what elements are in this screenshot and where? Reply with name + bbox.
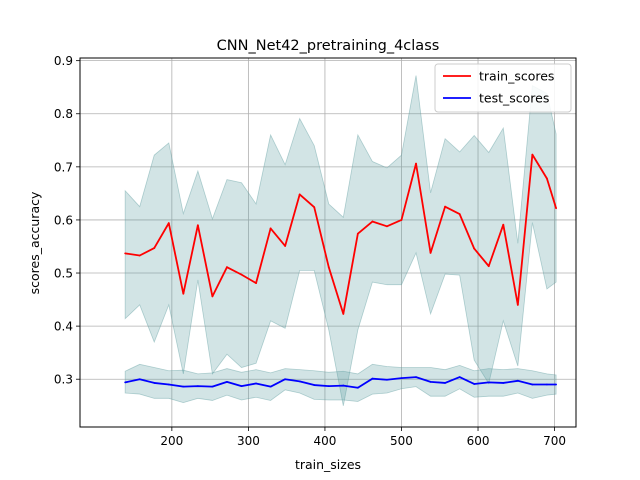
data-point-test_scores xyxy=(284,378,287,381)
data-point-test_scores xyxy=(327,385,330,388)
data-point-test_scores xyxy=(240,385,243,388)
data-point-test_scores xyxy=(153,382,156,384)
x-tick-label: 400 xyxy=(313,434,336,448)
data-point-train_scores xyxy=(473,247,476,250)
data-point-test_scores xyxy=(502,382,505,384)
data-point-test_scores xyxy=(182,385,185,388)
data-point-train_scores xyxy=(531,153,534,156)
data-point-train_scores xyxy=(211,295,214,298)
data-point-test_scores xyxy=(458,376,461,378)
data-point-test_scores xyxy=(371,377,374,380)
data-point-test_scores xyxy=(342,384,345,387)
y-tick-label: 0.5 xyxy=(54,267,73,281)
data-point-test_scores xyxy=(400,377,403,380)
data-point-test_scores xyxy=(124,381,127,384)
data-point-test_scores xyxy=(138,378,141,381)
data-point-test_scores xyxy=(211,385,214,388)
x-tick-label: 600 xyxy=(467,434,490,448)
data-point-train_scores xyxy=(487,265,490,268)
axes: 200 300 400 500 600 700 0.3 0.4 0.5 0.6 0.7 0.8 0.9 xyxy=(54,54,577,448)
data-point-test_scores xyxy=(386,378,388,381)
data-point-train_scores xyxy=(284,245,287,247)
data-point-test_scores xyxy=(555,383,557,386)
series-band-train_scores xyxy=(124,75,557,406)
data-point-train_scores xyxy=(386,225,388,228)
y-tick-label: 0.4 xyxy=(54,320,73,334)
data-point-test_scores xyxy=(429,380,432,383)
plot-frame xyxy=(79,57,577,428)
data-point-train_scores xyxy=(313,206,316,209)
x-tick-label: 200 xyxy=(160,434,183,448)
data-point-train_scores xyxy=(429,251,432,254)
data-point-train_scores xyxy=(196,224,199,227)
data-point-test_scores xyxy=(226,380,228,383)
data-point-train_scores xyxy=(269,227,272,230)
data-point-train_scores xyxy=(555,207,557,210)
data-point-train_scores xyxy=(182,292,185,295)
data-point-test_scores xyxy=(313,384,316,386)
data-point-train_scores xyxy=(138,254,141,257)
data-point-train_scores xyxy=(342,313,345,315)
grid-lines xyxy=(80,58,576,427)
y-tick-label: 0.8 xyxy=(54,107,73,121)
x-tick-label: 500 xyxy=(390,434,413,448)
y-tick-label: 0.6 xyxy=(54,213,73,227)
data-point-train_scores xyxy=(124,252,127,255)
data-point-test_scores xyxy=(516,379,519,382)
data-point-test_scores xyxy=(473,383,476,385)
confidence-bands xyxy=(124,75,557,406)
y-tick-label: 0.7 xyxy=(54,160,73,174)
data-point-train_scores xyxy=(226,266,228,269)
data-point-train_scores xyxy=(255,282,257,285)
data-point-train_scores xyxy=(327,266,330,269)
data-point-train_scores xyxy=(240,273,243,276)
y-tick-label: 0.3 xyxy=(54,373,73,387)
data-point-train_scores xyxy=(400,219,403,221)
data-point-train_scores xyxy=(153,247,156,249)
data-point-test_scores xyxy=(487,381,490,384)
data-point-test_scores xyxy=(415,376,417,378)
data-point-train_scores xyxy=(415,162,417,165)
data-point-test_scores xyxy=(255,382,257,385)
data-point-test_scores xyxy=(167,383,170,386)
data-point-test_scores xyxy=(356,386,359,389)
legend-label-train_scores: train_scores xyxy=(479,69,554,84)
data-point-train_scores xyxy=(546,177,548,180)
chart-title: CNN_Net42_pretraining_4class xyxy=(217,38,440,54)
data-point-test_scores xyxy=(546,383,548,386)
data-point-test_scores xyxy=(298,380,301,383)
data-point-test_scores xyxy=(444,382,447,384)
y-axis-label: scores_accuracy xyxy=(27,191,42,294)
data-point-test_scores xyxy=(531,383,534,386)
legend: train_scores test_scores xyxy=(434,63,572,113)
data-point-test_scores xyxy=(269,385,272,388)
data-point-train_scores xyxy=(371,220,374,223)
y-tick-label: 0.9 xyxy=(54,54,73,68)
data-point-train_scores xyxy=(444,205,447,208)
data-point-train_scores xyxy=(298,193,301,196)
data-point-train_scores xyxy=(516,303,519,306)
legend-label-test_scores: test_scores xyxy=(479,91,549,106)
data-point-train_scores xyxy=(356,232,359,235)
x-tick-label: 300 xyxy=(237,434,260,448)
series-band-test_scores xyxy=(124,363,557,403)
x-tick-label: 700 xyxy=(543,434,566,448)
data-point-train_scores xyxy=(502,223,505,226)
series-lines xyxy=(124,153,557,389)
data-point-train_scores xyxy=(458,213,461,215)
x-axis-label: train_sizes xyxy=(295,457,361,472)
data-point-train_scores xyxy=(167,222,170,225)
data-point-test_scores xyxy=(196,385,199,388)
